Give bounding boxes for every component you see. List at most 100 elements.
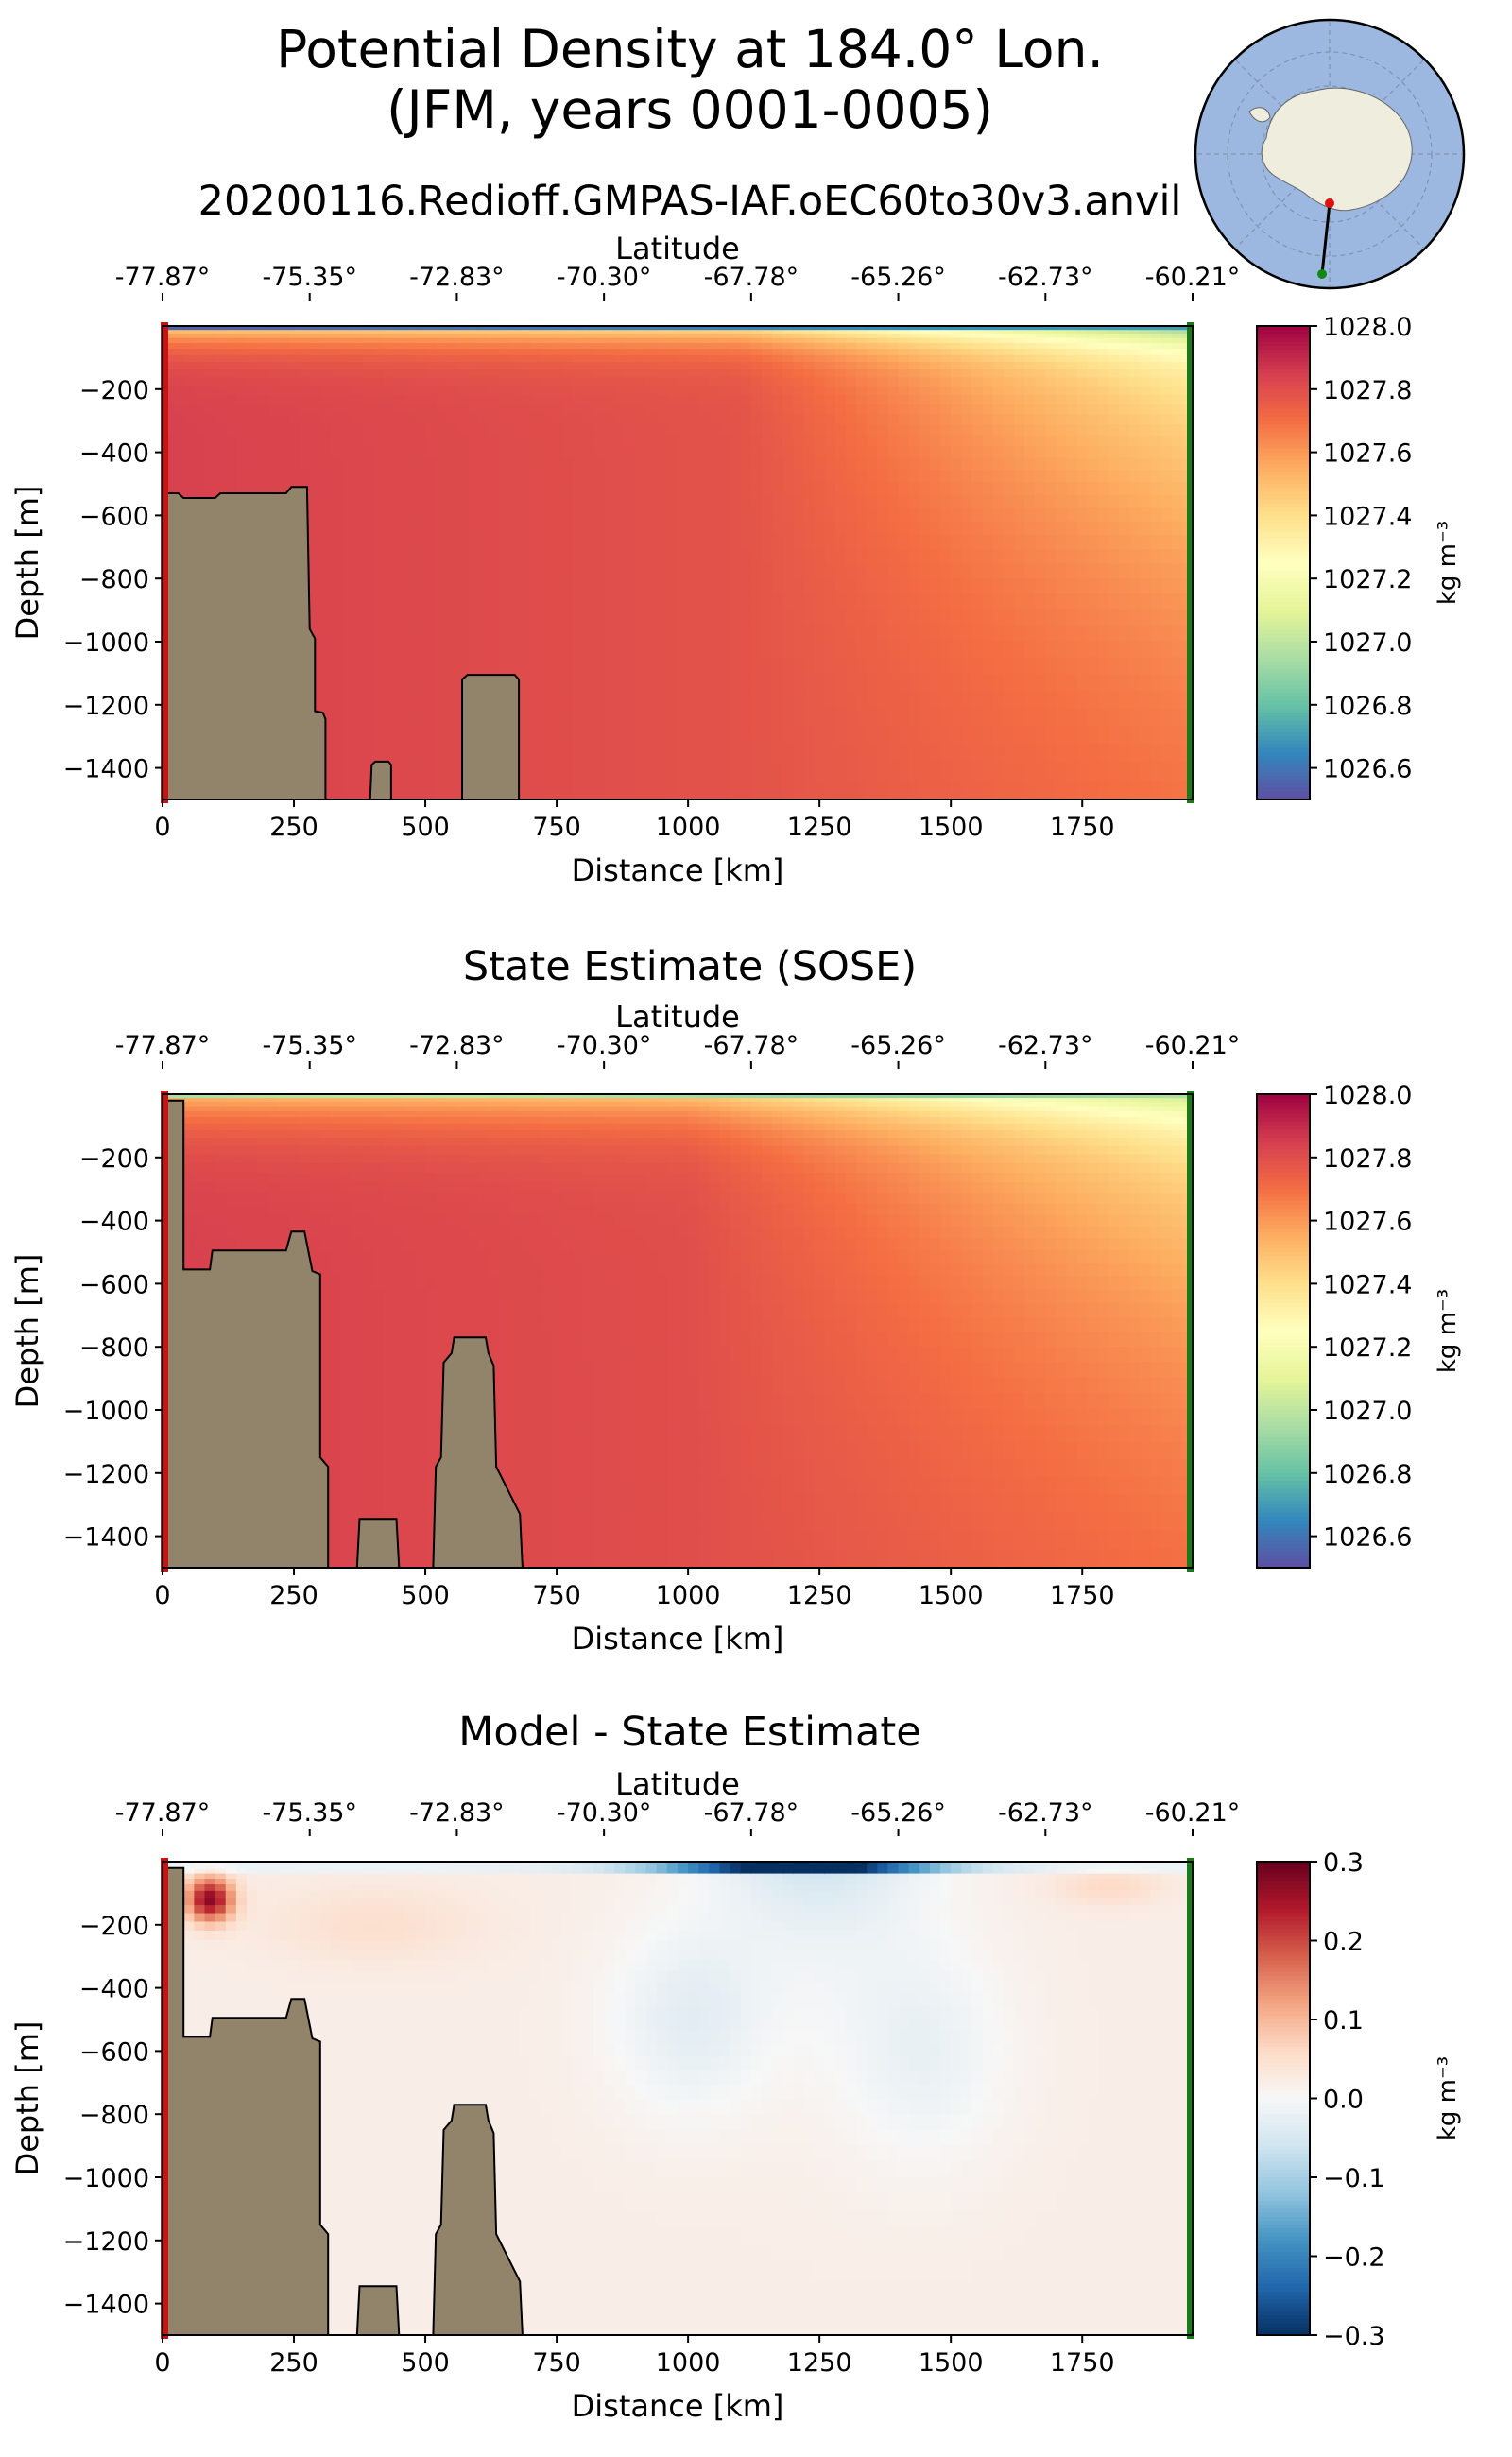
heatmap-cell [436,726,448,746]
heatmap-cell [319,1276,332,1291]
heatmap-cell [404,333,416,339]
heatmap-cell [908,354,920,363]
heatmap-cell [183,1214,196,1228]
heatmap-cell [1097,657,1109,676]
heatmap-cell [541,424,553,437]
heatmap-cell [352,1095,364,1099]
heatmap-cell [803,362,816,370]
heatmap-cell [1076,549,1089,565]
heatmap-cell [446,578,458,594]
heatmap-cell [845,708,857,728]
heatmap-cell [625,593,637,610]
heatmap-cell [436,446,448,459]
heatmap-cell [235,457,248,472]
heatmap-cell [834,369,847,379]
heatmap-cell [625,404,637,416]
heatmap-cell [803,609,816,626]
heatmap-cell [1160,521,1173,537]
heatmap-cell [971,377,984,387]
heatmap-cell [887,333,900,339]
heatmap-cell [750,674,763,693]
heatmap-cell [971,625,984,643]
heatmap-cell [330,435,342,448]
heatmap-cell [1076,535,1089,550]
heatmap-cell [740,333,752,339]
heatmap-cell [992,354,1005,363]
heatmap-cell [834,535,847,550]
heatmap-cell [414,726,426,746]
heatmap-cell [688,674,700,693]
heatmap-cell [1119,377,1131,387]
heatmap-cell [456,354,469,363]
heatmap-cell [803,744,816,764]
heatmap-cell [582,326,594,329]
colorbar-tick-label: 1027.4 [1323,502,1412,531]
heatmap-cell [782,482,795,496]
heatmap-cell [235,330,248,335]
heatmap-cell [604,482,616,496]
heatmap-cell [887,563,900,579]
heatmap-cell [520,507,532,523]
heatmap-cell [709,549,721,565]
heatmap-cell [309,1226,321,1240]
heatmap-cell [267,1145,280,1156]
heatmap-cell [582,482,594,496]
heatmap-cell [446,377,458,387]
heatmap-cell [761,482,773,496]
heatmap-cell [509,394,521,405]
heatmap-cell [414,446,426,459]
heatmap-cell [824,726,836,746]
heatmap-cell [341,1238,352,1252]
heatmap-cell [666,691,679,710]
heatmap-cell [194,330,206,335]
heatmap-cell [446,641,458,659]
colorbar-tick-label: 1027.8 [1323,376,1412,405]
heatmap-cell [278,386,290,396]
heatmap-cell [436,414,448,426]
colorbar-swatch [1257,657,1310,662]
heatmap-cell [1066,333,1078,339]
heatmap-cell [1150,349,1162,356]
heatmap-cell [319,609,332,626]
heatmap-cell [740,349,752,356]
heatmap-cell [908,549,920,565]
heatmap-cell [1066,708,1078,728]
heatmap-cell [1140,457,1152,472]
heatmap-cell [940,369,952,379]
heatmap-cell [362,744,374,764]
heatmap-cell [919,470,931,484]
colorbar-swatch [1257,700,1310,706]
heatmap-cell [383,470,395,484]
heatmap-cell [362,1317,374,1333]
heatmap-cell [257,1162,269,1174]
heatmap-cell [488,362,500,370]
heatmap-cell [1150,578,1162,594]
heatmap-cell [215,1214,227,1228]
heatmap-cell [688,386,700,396]
heatmap-cell [929,708,941,728]
heatmap-cell [1003,414,1015,426]
heatmap-cell [352,446,364,459]
heatmap-cell [204,404,216,416]
heatmap-cell [709,354,721,363]
heatmap-cell [404,726,416,746]
heatmap-cell [414,593,426,610]
heatmap-cell [867,563,879,579]
heatmap-cell [1171,549,1183,565]
heatmap-cell [362,1476,374,1496]
heatmap-cell [509,337,521,344]
heatmap-cell [1003,708,1015,728]
heatmap-cell [257,435,269,448]
heatmap-cell [834,691,847,710]
heatmap-cell [877,641,889,659]
heatmap-cell [1140,563,1152,579]
colorbar-swatch [1257,345,1310,351]
heatmap-cell [267,330,280,335]
colorbar-swatch [1257,724,1310,730]
heatmap-cell [951,521,963,537]
heatmap-cell [719,362,731,370]
heatmap-cell [814,762,826,782]
heatmap-cell [834,435,847,448]
colorbar-swatch [1257,499,1310,505]
heatmap-cell [961,369,973,379]
